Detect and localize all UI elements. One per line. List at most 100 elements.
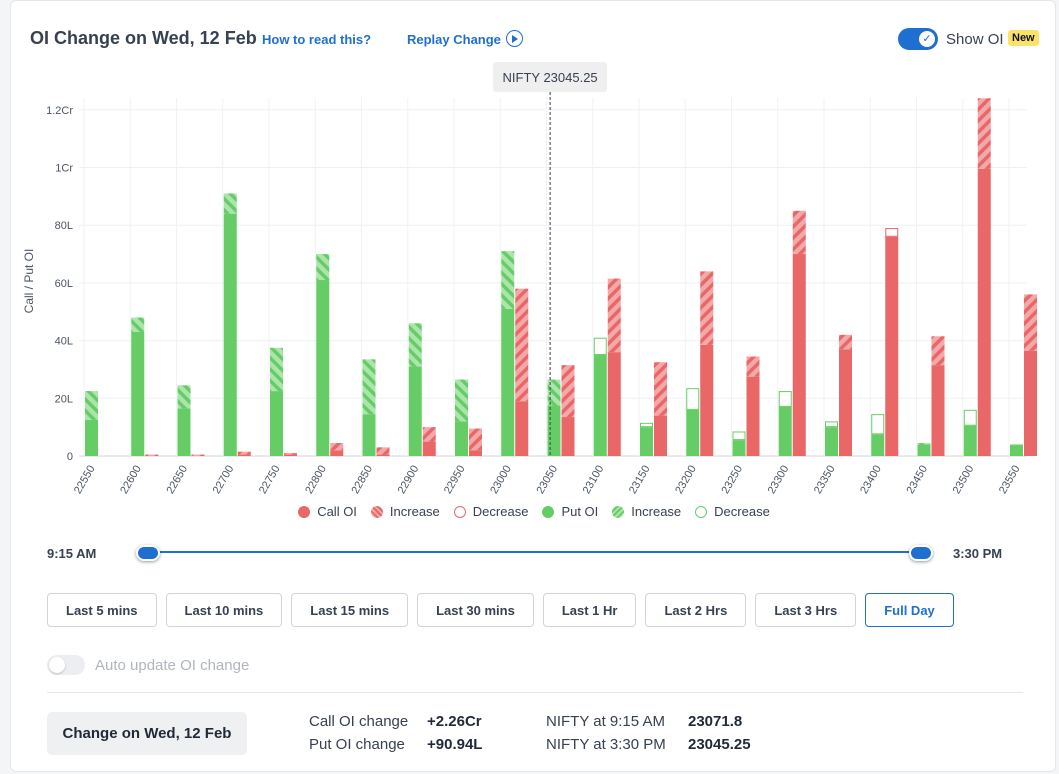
time-slider-start-handle[interactable] [136,545,160,561]
put-oi-increase-bar-22800 [316,254,330,281]
range-button-last-3-hrs[interactable]: Last 3 Hrs [755,593,857,627]
x-tick-label: 23300 [766,464,792,496]
legend-label: Decrease [714,504,770,519]
call-oi-bar-23000 [515,401,529,456]
call-oi-bar-23550 [1024,350,1037,456]
put-oi-increase-bar-22650 [177,385,191,409]
legend-hollow-swatch [453,505,466,518]
call-oi-change-value: +2.26Cr [427,713,482,730]
put-oi-decrease-bar-23100 [593,337,607,356]
x-tick-label: 23200 [673,464,699,496]
call-oi-increase-bar-23000 [515,288,529,402]
put-oi-increase-bar-23450 [917,443,931,445]
x-tick-label: 23100 [581,464,607,496]
time-slider-track[interactable] [148,551,923,553]
put-oi-bar-22800 [316,280,330,456]
put-oi-bar-23200 [686,409,700,456]
x-tick-label: 23550 [997,464,1023,496]
put-oi-increase-bar-22900 [408,323,422,367]
call-oi-increase-bar-22800 [330,443,344,451]
put-oi-decrease-bar-23400 [871,414,885,435]
put-oi-increase-bar-22850 [362,359,376,415]
y-tick-label: 0 [67,451,73,463]
call-oi-bar-22750 [284,454,297,456]
call-oi-bar-22850 [376,454,390,456]
call-oi-increase-bar-23300 [792,210,806,255]
x-tick-label: 23000 [488,464,514,496]
call-oi-decrease-bar-23400 [885,228,899,237]
call-oi-increase-bar-22900 [422,427,436,442]
legend-label: Put OI [561,504,599,519]
how-to-read-link[interactable]: How to read this? [262,32,372,47]
range-button-last-10-mins[interactable]: Last 10 mins [165,593,283,627]
legend-item: Decrease [453,504,528,519]
legend-label: Increase [389,504,440,519]
call-oi-increase-bar-23250 [746,356,760,377]
x-tick-label: 22950 [442,464,468,496]
x-tick-label: 22800 [303,464,329,496]
put-oi-bar-22600 [131,331,145,456]
put-oi-change-value: +90.94L [427,736,483,753]
range-button-last-30-mins[interactable]: Last 30 mins [417,593,534,627]
call-oi-bar-23400 [885,236,899,456]
nifty-close-label: NIFTY at 3:30 PM [546,736,666,753]
range-button-last-2-hrs[interactable]: Last 2 Hrs [645,593,747,627]
put-oi-bar-22950 [455,421,468,456]
call-oi-increase-bar-23100 [607,278,621,353]
x-tick-label: 23400 [858,464,884,496]
show-oi-toggle[interactable]: ✓ [898,28,938,50]
x-tick-label: 22700 [211,464,237,496]
replay-change-link[interactable]: Replay Change [407,32,501,47]
put-oi-bar-23000 [501,308,515,456]
x-tick-label: 23250 [719,464,745,496]
call-oi-bar-23500 [977,168,991,456]
range-start-label: 9:15 AM [47,546,97,561]
x-tick-label: 23350 [812,464,838,496]
auto-update-toggle[interactable] [47,655,85,675]
legend-hatch-swatch [370,505,383,518]
time-slider-end-handle[interactable] [909,545,933,561]
call-oi-increase-bar-22850 [376,447,390,455]
nifty-close-value: 23045.25 [688,736,751,753]
change-summary-button[interactable]: Change on Wed, 12 Feb [47,712,247,755]
call-oi-increase-bar-23350 [839,334,852,350]
call-oi-bar-23250 [746,376,760,456]
oi-change-card: OI Change on Wed, 12 Feb How to read thi… [10,0,1056,772]
legend-item: Call OI [298,504,357,519]
call-oi-bar-23100 [607,352,621,456]
put-oi-bar-23500 [963,425,977,456]
call-oi-increase-bar-23500 [977,98,991,169]
legend-hatch-swatch [612,505,625,518]
nifty-open-value: 23071.8 [688,713,743,730]
nifty-open-label: NIFTY at 9:15 AM [546,713,665,730]
play-icon[interactable] [506,30,523,47]
put-oi-increase-bar-22950 [455,379,468,422]
put-oi-bar-23100 [593,355,607,456]
put-oi-bar-23400 [871,434,885,456]
put-oi-increase-bar-23000 [501,251,515,309]
call-oi-bar-23350 [839,349,852,456]
call-oi-increase-bar-23450 [931,336,945,366]
y-axis-label: Call / Put OI [22,249,36,314]
put-oi-bar-23300 [778,406,792,456]
page-title: OI Change on Wed, 12 Feb [30,28,257,48]
oi-bar-chart: 0 20L 40L 60L 80L 1Cr 1.2Cr Call / Put OI 22550 2… [22,62,1037,496]
x-tick-label: 22550 [72,464,98,496]
y-tick-label: 40L [55,336,73,348]
call-oi-increase-bar-22950 [469,428,482,451]
legend-item: Increase [370,504,440,519]
put-oi-bar-22900 [408,366,422,456]
call-oi-increase-bar-22750 [284,453,297,455]
y-tick-label: 1.2Cr [46,105,73,117]
put-oi-increase-bar-22600 [131,317,145,332]
range-button-last-1-hr[interactable]: Last 1 Hr [542,593,637,627]
range-button-last-15-mins[interactable]: Last 15 mins [291,593,409,627]
put-oi-increase-bar-22750 [270,347,283,392]
put-oi-bar-23250 [732,440,746,456]
x-tick-label: 22600 [118,464,144,496]
y-tick-label: 80L [55,220,73,232]
x-tick-label: 22650 [164,464,190,496]
put-oi-increase-bar-22550 [85,391,98,420]
range-button-last-5-mins[interactable]: Last 5 mins [47,593,157,627]
range-button-full-day[interactable]: Full Day [865,593,954,627]
